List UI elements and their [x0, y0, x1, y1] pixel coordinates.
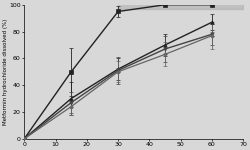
Y-axis label: Metformin hydrochloride dissolved (%): Metformin hydrochloride dissolved (%): [3, 19, 8, 125]
